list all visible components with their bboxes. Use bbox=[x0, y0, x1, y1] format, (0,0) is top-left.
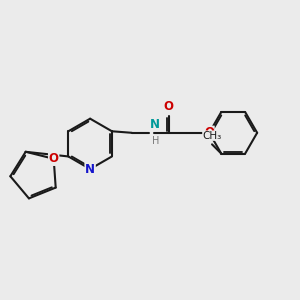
Text: O: O bbox=[164, 100, 174, 113]
Text: CH₃: CH₃ bbox=[202, 131, 222, 141]
Text: H: H bbox=[152, 136, 159, 146]
Text: N: N bbox=[150, 118, 160, 131]
Text: N: N bbox=[85, 163, 95, 176]
Text: O: O bbox=[204, 126, 214, 139]
Text: O: O bbox=[49, 152, 59, 165]
